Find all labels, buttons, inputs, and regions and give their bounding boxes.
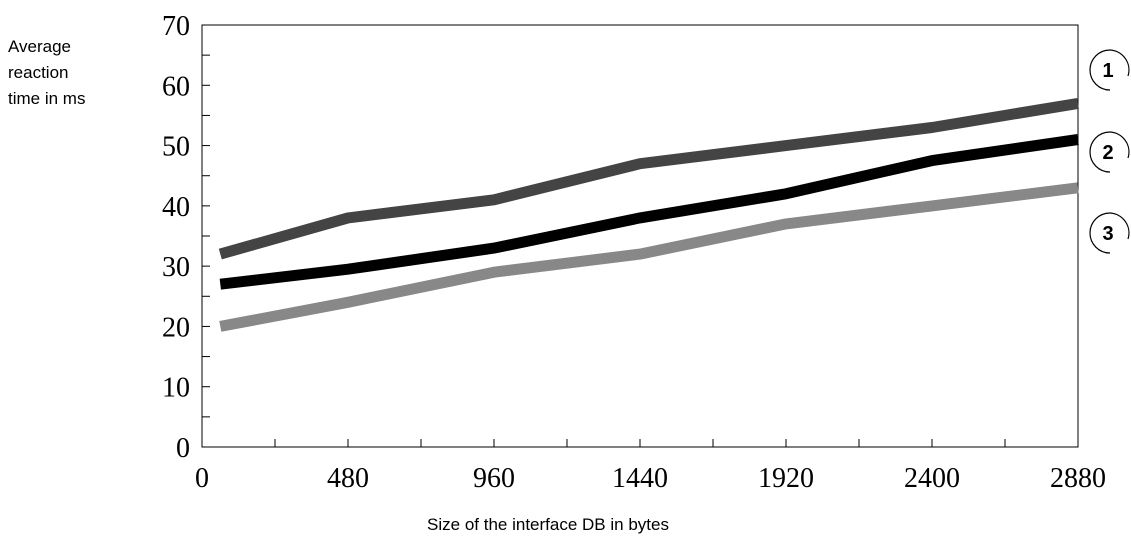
y-tick-label-0: 0 [176,433,190,464]
series-line-2 [219,134,1079,290]
x-axis-ticks: 0 480 960 1440 1920 2400 2880 [195,439,1106,494]
marker-label-2: 2 [1102,142,1113,164]
y-axis-label: Average reaction time in ms [8,37,85,108]
x-tick-label-2400: 2400 [904,463,960,494]
marker-label-1: 1 [1102,60,1113,82]
y-tick-label-60: 60 [162,71,190,102]
series-markers: 1 2 3 [1089,49,1130,254]
marker-circle-edge [1109,212,1130,240]
y-axis-label-line-2: reaction [8,63,68,82]
y-axis-label-line-3: time in ms [8,89,85,108]
marker-label-3: 3 [1102,223,1113,245]
series-lines [218,97,1079,332]
x-tick-label-1440: 1440 [612,463,668,494]
x-tick-label-960: 960 [473,463,515,494]
y-axis-label-line-1: Average [8,37,71,56]
x-axis-label: Size of the interface DB in bytes [427,515,669,534]
marker-circle-edge [1109,131,1130,159]
y-tick-label-50: 50 [162,132,190,163]
y-tick-label-20: 20 [162,312,190,343]
marker-circle [1089,49,1111,91]
y-tick-label-10: 10 [162,373,190,404]
series-marker-3: 3 [1089,212,1130,254]
x-tick-label-480: 480 [327,463,369,494]
x-tick-label-0: 0 [195,463,209,494]
marker-circle [1089,131,1111,173]
marker-circle [1089,212,1111,254]
marker-circle-edge [1109,49,1130,77]
series-marker-2: 2 [1089,131,1130,173]
series-line-3 [219,182,1079,332]
x-tick-label-1920: 1920 [758,463,814,494]
x-tick-label-2880: 2880 [1050,463,1106,494]
y-tick-label-40: 40 [162,192,190,223]
series-marker-1: 1 [1089,49,1130,91]
y-tick-label-30: 30 [162,252,190,283]
plot-frame [201,24,1079,448]
y-tick-label-70: 70 [162,11,190,42]
y-axis-ticks: 0 10 20 30 40 50 60 70 [162,11,210,464]
series-line-1 [218,97,1079,260]
